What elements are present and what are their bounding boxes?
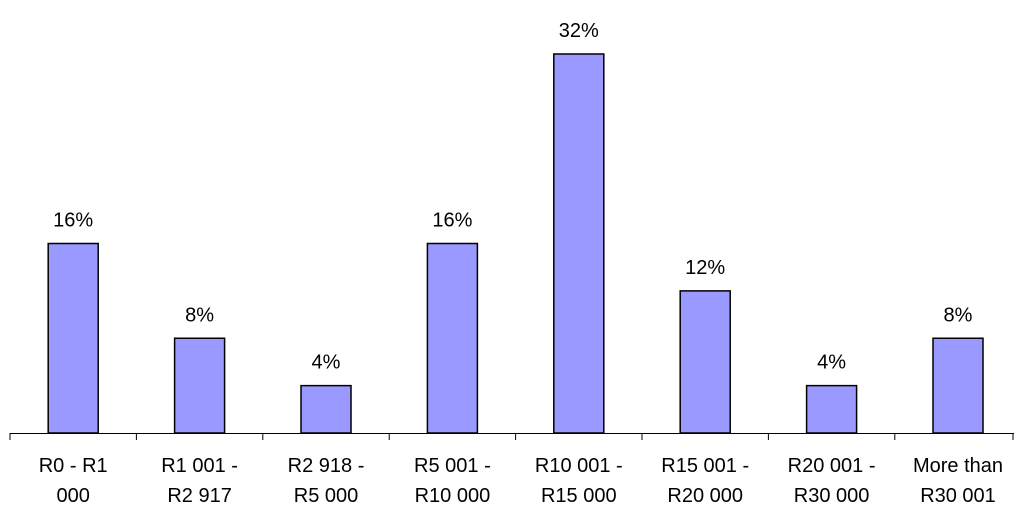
bar bbox=[426, 242, 479, 434]
data-labels-group: 16% 8% 4% 16% 32% 12% 4% 8% bbox=[53, 20, 972, 374]
category-label: R10 001 -R15 000 bbox=[535, 455, 623, 507]
category-labels-group: R0 - R1 000 R1 001 -R2 917 R2 918 -R5 000 R5… bbox=[39, 455, 1003, 507]
category-label: R2 918 -R5 000 bbox=[288, 455, 365, 507]
category-label: R1 001 -R2 917 bbox=[161, 455, 238, 507]
bar bbox=[300, 384, 352, 434]
bar bbox=[805, 384, 858, 434]
bar bbox=[679, 290, 731, 434]
bar bbox=[173, 337, 226, 434]
data-label: 8% bbox=[944, 304, 973, 326]
x-axis-ticks bbox=[9, 433, 1014, 440]
category-label: R15 001 -R20 000 bbox=[661, 455, 749, 507]
data-label: 4% bbox=[817, 352, 846, 374]
data-label: 8% bbox=[185, 304, 214, 326]
category-label: More than R30 001 bbox=[913, 455, 1003, 507]
bar bbox=[553, 53, 605, 434]
bars-group bbox=[47, 53, 984, 434]
bar bbox=[932, 337, 984, 434]
bar bbox=[47, 242, 99, 434]
category-label: R5 001 -R10 000 bbox=[414, 455, 491, 507]
category-label: R20 001 -R30 000 bbox=[788, 455, 876, 507]
data-label: 16% bbox=[432, 210, 472, 232]
category-label: R0 - R1 000 bbox=[39, 455, 108, 507]
data-label: 32% bbox=[559, 20, 599, 42]
data-label: 16% bbox=[53, 210, 93, 232]
data-label: 12% bbox=[685, 257, 725, 279]
data-label: 4% bbox=[312, 352, 341, 374]
